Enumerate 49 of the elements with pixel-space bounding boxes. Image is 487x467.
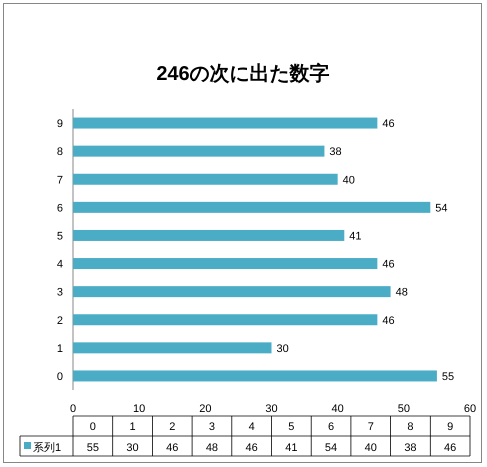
text: 46 (246, 442, 258, 454)
category-label: 5 (288, 421, 294, 433)
text: 41 (285, 442, 298, 454)
data-label: 48 (396, 286, 408, 299)
data-label: 46 (382, 314, 395, 327)
text: 48 (206, 442, 218, 454)
x-tick-label: 40 (332, 403, 344, 415)
y-tick-label: 3 (56, 286, 63, 299)
data-label: 46 (382, 258, 395, 271)
x-tick-label: 50 (398, 403, 410, 415)
category-label: 2 (169, 421, 176, 433)
category-label: 7 (368, 421, 374, 433)
category-label: 9 (447, 421, 454, 433)
y-tick-label: 5 (56, 230, 63, 242)
text: 46 (166, 442, 178, 454)
category-label: 1 (129, 421, 136, 433)
y-tick-label: 0 (56, 370, 63, 383)
y-tick-label: 9 (56, 118, 63, 130)
data-label: 54 (435, 202, 448, 214)
y-tick-label: 8 (56, 146, 63, 158)
data-label: 46 (382, 118, 395, 130)
text: 40 (364, 442, 377, 454)
legend-label: 系列1 (33, 441, 62, 454)
text: 30 (126, 442, 139, 454)
data-label: 38 (329, 146, 342, 158)
category-label: 3 (208, 421, 216, 433)
text: 46 (444, 442, 456, 454)
category-label: 8 (407, 421, 414, 433)
x-tick-label: 20 (199, 403, 212, 415)
text: 54 (324, 442, 338, 454)
category-label: 4 (248, 421, 255, 433)
data-label: 40 (342, 174, 355, 186)
chart-title: 246の次に出た数字 (156, 62, 330, 85)
y-tick-label: 6 (56, 202, 63, 214)
x-tick-label: 10 (133, 403, 146, 415)
data-label: 41 (349, 230, 362, 242)
y-tick-label: 7 (56, 174, 63, 186)
x-tick-label: 60 (464, 403, 476, 415)
data-label: 55 (442, 370, 454, 383)
text: 55 (86, 442, 99, 454)
x-tick-label: 30 (265, 403, 278, 415)
data-label: 30 (276, 342, 289, 355)
y-tick-label: 1 (56, 342, 63, 355)
y-tick-label: 2 (56, 314, 63, 327)
category-label: 0 (90, 421, 96, 433)
y-tick-label: 4 (56, 258, 63, 271)
text: 38 (404, 442, 417, 454)
x-tick-label: 0 (70, 403, 76, 415)
category-label: 6 (328, 421, 334, 433)
